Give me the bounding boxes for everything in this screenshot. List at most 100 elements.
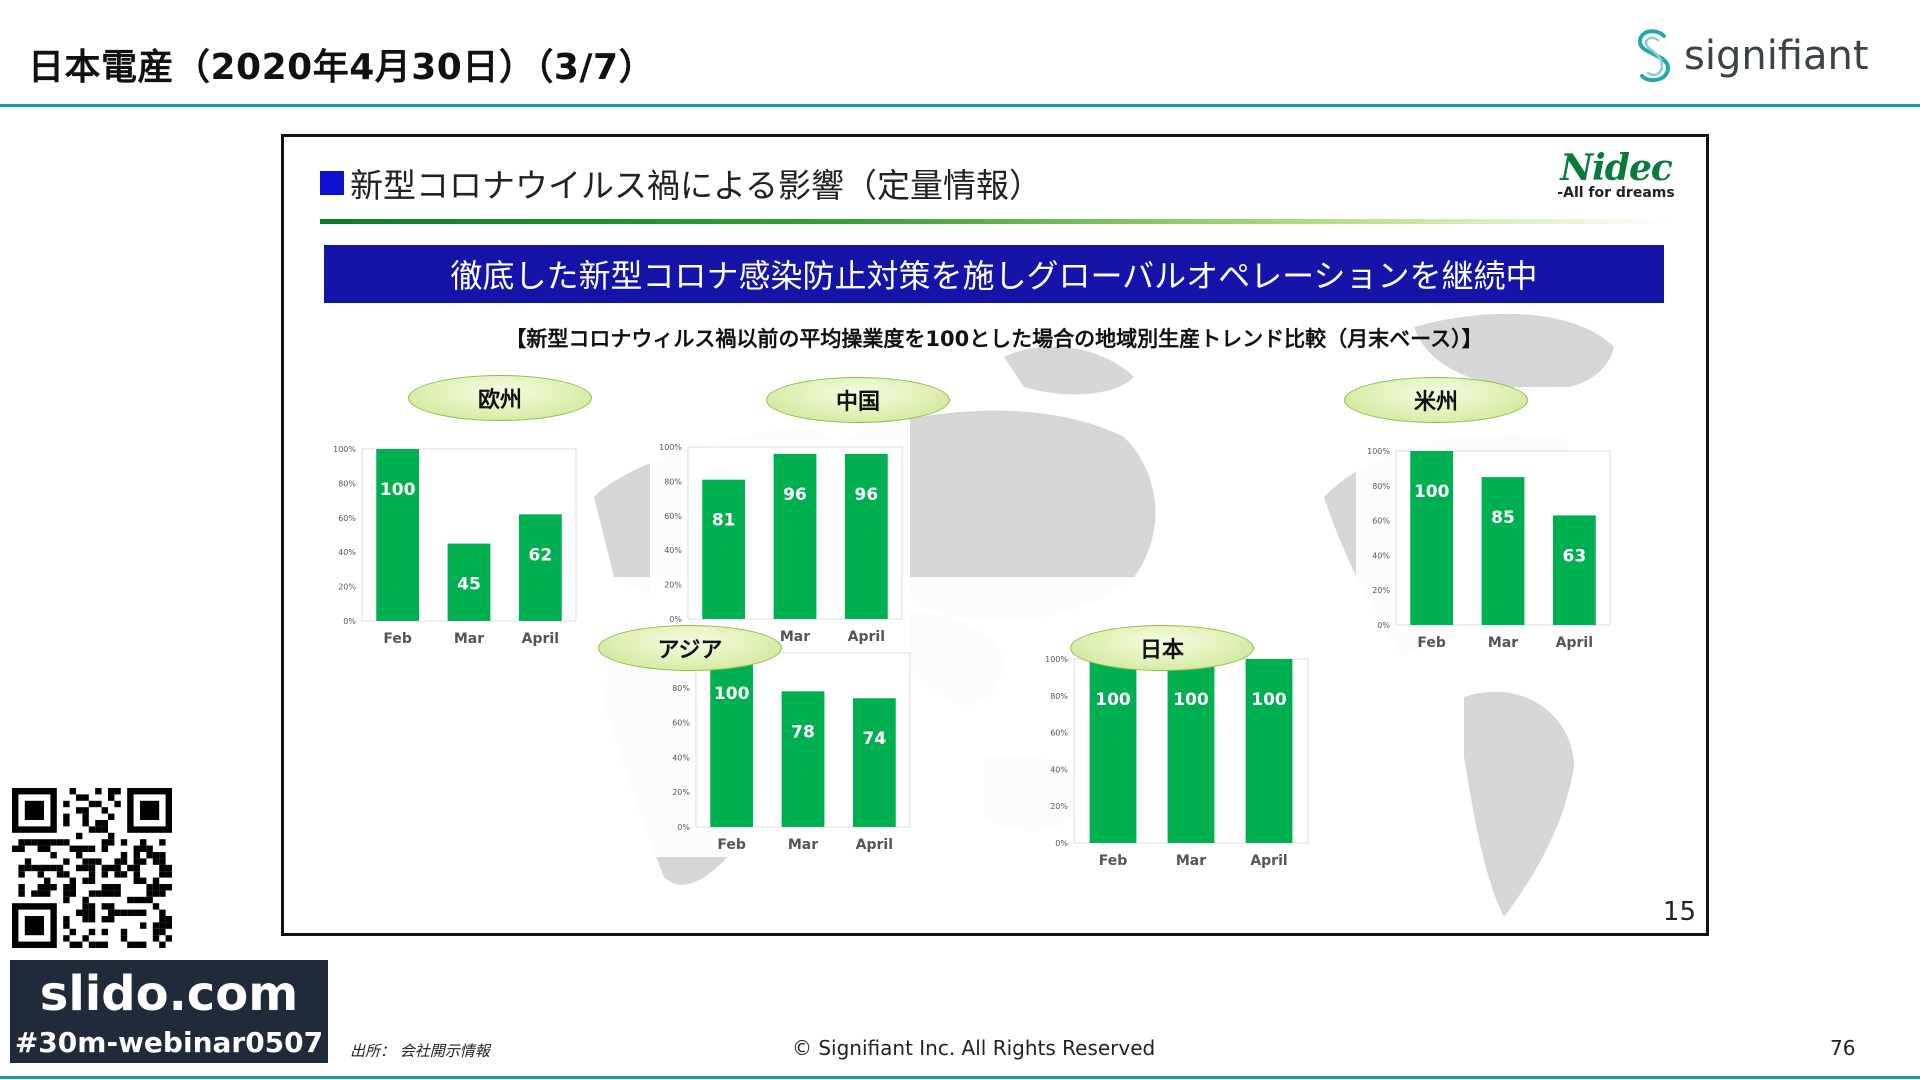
x-tick-label: April <box>1250 853 1287 869</box>
qr-module <box>108 813 115 820</box>
y-tick-label: 40% <box>672 753 690 762</box>
qr-module <box>88 909 96 916</box>
qr-module <box>18 884 25 891</box>
qr-module <box>63 813 70 820</box>
qr-module <box>95 820 102 827</box>
bar <box>447 543 491 621</box>
y-tick-label: 20% <box>664 581 682 590</box>
qr-module <box>12 845 19 852</box>
y-tick-label: 40% <box>338 548 356 557</box>
bar <box>844 453 888 619</box>
qr-module <box>44 864 51 872</box>
qr-module <box>69 877 76 884</box>
qr-module <box>101 884 108 891</box>
nidec-logo: Nidec -All for dreams <box>1546 149 1686 201</box>
qr-module <box>63 820 70 827</box>
qr-module <box>95 890 102 897</box>
bar <box>1552 515 1596 625</box>
slide-subtitle: 【新型コロナウィルス禍以前の平均操業度を100とした場合の地域別生産トレンド比較… <box>505 327 1483 351</box>
qr-module <box>165 871 172 878</box>
y-tick-label: 60% <box>1050 729 1068 738</box>
qr-module <box>108 884 115 891</box>
qr-module <box>114 909 121 916</box>
y-tick-label: 60% <box>672 719 690 728</box>
qr-module <box>18 871 25 878</box>
qr-module <box>82 807 89 814</box>
qr-module <box>101 826 108 833</box>
y-tick-label: 40% <box>664 546 682 555</box>
data-label: 81 <box>712 511 736 531</box>
slide-number: 15 <box>1662 897 1696 927</box>
region-label-americas: 米州 <box>1344 377 1528 423</box>
qr-module <box>69 928 76 936</box>
qr-module <box>101 903 108 910</box>
qr-module <box>108 788 115 795</box>
y-tick-label: 40% <box>1372 551 1390 560</box>
bar-chart-americas: 0% 20% 40% 60% 80% 100% 100 Feb 85 Mar 63 April <box>1367 447 1611 651</box>
qr-module <box>152 884 160 891</box>
x-tick-label: Feb <box>1417 635 1446 651</box>
qr-module <box>140 877 147 884</box>
qr-module <box>140 922 147 929</box>
x-tick-label: Mar <box>1176 853 1206 869</box>
x-tick-label: Mar <box>780 629 810 645</box>
slido-event-code: #30m-webinar0507 <box>14 1026 324 1059</box>
qr-module <box>50 852 57 859</box>
bar <box>781 691 825 827</box>
qr-module <box>159 941 166 948</box>
qr-module <box>165 864 172 872</box>
qr-module <box>18 890 25 897</box>
qr-module <box>159 858 166 865</box>
heading-gradient-rule <box>320 219 1670 224</box>
qr-module <box>82 794 89 801</box>
x-tick-label: Mar <box>1488 635 1518 651</box>
region-label-europe: 欧州 <box>408 375 592 421</box>
page-number: 76 <box>1830 1036 1856 1060</box>
qr-module <box>108 903 115 910</box>
qr-module <box>82 845 89 852</box>
qr-module <box>114 788 121 795</box>
qr-module <box>63 935 70 942</box>
brand-name: signifiant <box>1684 33 1869 79</box>
qr-module <box>88 858 96 865</box>
data-label: 45 <box>457 575 481 595</box>
qr-module <box>88 916 96 923</box>
qr-module <box>146 845 153 852</box>
qr-module <box>95 826 102 833</box>
data-label: 96 <box>854 485 878 505</box>
qr-module <box>63 800 70 808</box>
slido-url: slido.com <box>39 966 299 1022</box>
qr-module <box>63 890 70 897</box>
qr-module <box>120 935 128 942</box>
qr-module <box>159 864 166 872</box>
data-label: 100 <box>714 684 750 704</box>
qr-module <box>82 896 89 904</box>
qr-module <box>133 858 140 865</box>
qr-module <box>37 839 44 846</box>
qr-module <box>88 877 96 884</box>
qr-code-icon <box>12 788 172 948</box>
qr-module <box>88 871 96 878</box>
qr-module <box>101 890 108 897</box>
qr-module <box>152 858 160 865</box>
y-tick-label: 0% <box>1377 621 1390 630</box>
qr-module <box>63 858 70 865</box>
qr-module <box>37 864 44 872</box>
qr-module <box>76 941 83 948</box>
page-title: 日本電産（2020年4月30日）（3/7） <box>28 47 656 88</box>
qr-module <box>31 890 38 897</box>
qr-module <box>101 845 108 852</box>
qr-module <box>127 941 134 948</box>
qr-module <box>82 916 89 923</box>
data-label: 100 <box>1414 482 1450 502</box>
qr-module <box>146 896 153 904</box>
x-tick-label: Mar <box>454 631 484 647</box>
qr-module <box>127 864 134 872</box>
qr-module <box>88 903 96 910</box>
y-tick-label: 20% <box>338 583 356 592</box>
qr-finder-core <box>24 800 44 820</box>
qr-module <box>127 909 134 916</box>
bar <box>773 453 817 619</box>
qr-module <box>82 909 89 916</box>
region-label-china: 中国 <box>766 377 950 423</box>
